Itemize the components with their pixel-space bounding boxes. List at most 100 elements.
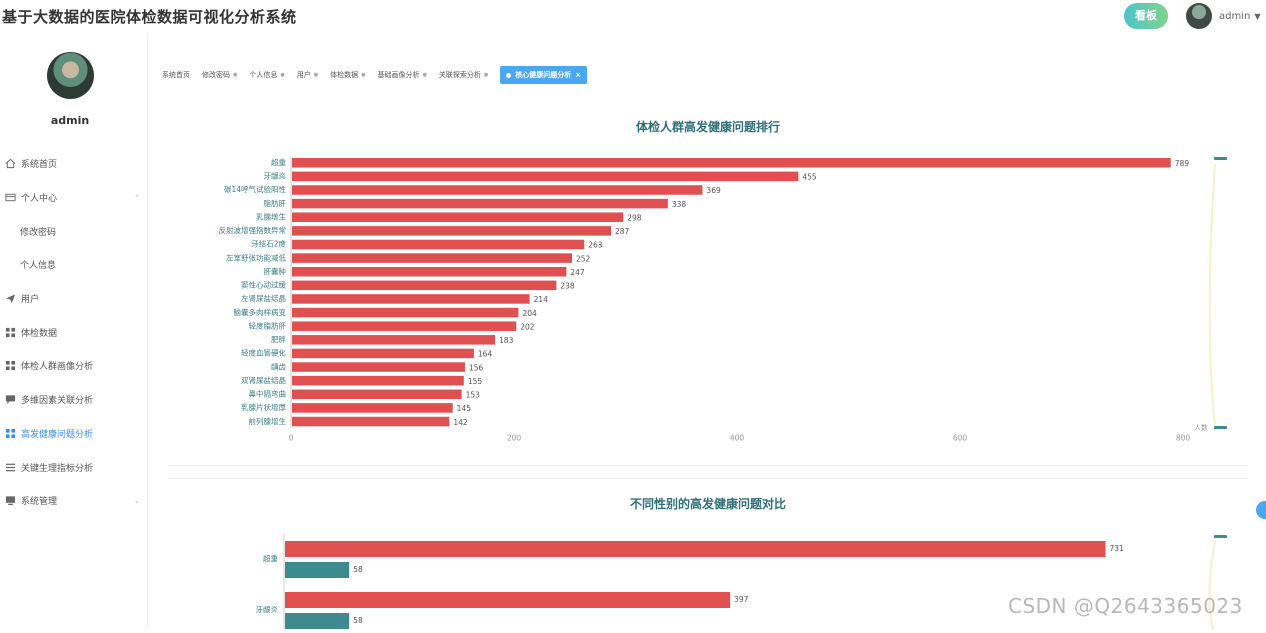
tick-label: 脑囊多肉样病变 <box>234 307 287 317</box>
bar <box>292 185 703 195</box>
sidebar-item-label: 系统首页 <box>21 160 58 171</box>
tab-association[interactable]: 关联探索分析 ● <box>439 70 488 80</box>
tab-home[interactable]: 系统首页 <box>162 70 190 80</box>
bar <box>285 541 1106 557</box>
top-header: 基于大数据的医院体检数据可视化分析系统 看板 admin ▼ <box>0 0 1266 34</box>
slider-track <box>1208 540 1216 630</box>
bar <box>292 171 799 182</box>
chart-title: 体检人群高发健康问题排行 <box>635 120 780 134</box>
tick-label: 超重 <box>271 158 286 167</box>
data-label: 287 <box>615 227 630 236</box>
tab-exam-data[interactable]: 体检数据 ● <box>330 70 365 80</box>
grid-icon <box>4 427 16 439</box>
list-icon <box>4 461 16 473</box>
tick-label: 轻度血管硬化 <box>241 348 286 358</box>
bar <box>292 294 530 304</box>
tick-label: 肥胖 <box>271 334 286 344</box>
side-drawer-handle[interactable] <box>1256 501 1266 519</box>
tick-label: 前列腺增生 <box>249 416 287 426</box>
bar <box>292 416 450 427</box>
data-label: 338 <box>672 200 687 209</box>
bar <box>285 613 350 629</box>
x-tick-label: 0 <box>289 433 294 442</box>
header-username[interactable]: admin <box>1219 10 1251 22</box>
data-label: 155 <box>468 377 483 386</box>
bar <box>292 266 567 277</box>
tab-close-icon[interactable]: ● <box>422 72 427 78</box>
tick-label: 牙龈炎 <box>264 171 287 181</box>
sidebar-item-factor-analysis[interactable]: 多维因素关联分析 <box>0 383 148 417</box>
tick-label: 左室舒张功能减低 <box>226 252 286 262</box>
tab-close-icon[interactable]: ● <box>483 72 489 78</box>
send-icon <box>4 293 16 305</box>
chevron-up-icon: ⌃ <box>134 193 140 202</box>
tab-health-issues[interactable]: 核心健康问题分析 × <box>500 66 588 84</box>
avatar[interactable] <box>1186 3 1212 29</box>
data-label: 252 <box>576 254 591 263</box>
tick-label: 乳腺片状增厚 <box>241 402 286 412</box>
tick-label: 牙龈炎 <box>256 604 279 614</box>
close-icon[interactable]: × <box>575 71 582 79</box>
sidebar-item-label: 系统管理 <box>21 497 58 508</box>
data-label: 58 <box>353 565 363 574</box>
tab-close-icon[interactable]: ● <box>280 72 285 78</box>
data-label: 156 <box>469 363 484 372</box>
data-label: 202 <box>520 322 535 331</box>
bar <box>292 321 517 331</box>
sidebar-item-personal-info[interactable]: 个人信息 <box>0 248 148 282</box>
tab-change-password[interactable]: 修改密码 ● <box>202 70 237 80</box>
tab-users[interactable]: 用户 ● <box>297 70 318 80</box>
chart-panel-ranking: 体检人群高发健康问题排行 超重 789 牙龈炎 455 碳14呼气试验阳性 369 脂肪肝 3… <box>168 104 1248 466</box>
sidebar-item-system-admin[interactable]: 系统管理 ⌄ <box>0 484 148 518</box>
bar <box>285 592 731 608</box>
data-label: 397 <box>734 595 749 604</box>
tab-label: 体检数据 <box>330 71 359 79</box>
tab-personal-info[interactable]: 个人信息 ● <box>249 70 284 80</box>
app-title: 基于大数据的医院体检数据可视化分析系统 <box>2 8 297 26</box>
tab-label: 用户 <box>296 71 311 79</box>
user-menu[interactable]: admin ▼ <box>1186 3 1261 29</box>
tick-label: 脂肪肝 <box>264 198 287 208</box>
tab-close-icon[interactable]: ● <box>233 72 238 78</box>
dashboard-button[interactable]: 看板 <box>1124 3 1168 29</box>
bar <box>292 375 464 386</box>
bar <box>292 335 496 345</box>
data-label: 731 <box>1109 544 1124 553</box>
tab-basic-profile[interactable]: 基础画像分析 ● <box>378 70 427 80</box>
sidebar-item-vital-indicators[interactable]: 关键生理指标分析 <box>0 450 148 484</box>
sidebar-item-population-profile[interactable]: 体检人群画像分析 <box>0 349 148 383</box>
x-tick-label: 400 <box>730 433 745 442</box>
sidebar-menu: 系统首页 个人中心 ⌃ 修改密码 个人信息 用户 体检数据 体检人群画像分析 多… <box>0 147 148 518</box>
sidebar-item-users[interactable]: 用户 <box>0 282 148 316</box>
sidebar-item-label: 个人信息 <box>20 261 57 272</box>
tab-close-icon[interactable]: ● <box>361 72 366 78</box>
data-label: 153 <box>466 391 481 400</box>
sidebar-item-exam-data[interactable]: 体检数据 <box>0 315 148 349</box>
tick-label: 双肾尿盐结晶 <box>241 375 286 385</box>
monitor-icon <box>4 495 16 507</box>
sidebar-item-home[interactable]: 系统首页 <box>0 147 148 181</box>
slider-bottom-handle <box>1214 426 1227 429</box>
tab-close-icon[interactable]: ● <box>313 72 319 78</box>
sidebar-item-label: 修改密码 <box>20 227 57 238</box>
sidebar: admin 系统首页 个人中心 ⌃ 修改密码 个人信息 用户 体检数据 体检人群… <box>0 34 148 628</box>
data-label: 58 <box>353 616 363 625</box>
x-tick-label: 800 <box>1176 433 1191 442</box>
bar <box>292 226 612 236</box>
tick-label: 牙结石2度 <box>251 239 286 249</box>
data-label: 455 <box>802 173 817 182</box>
tab-label: 关联探索分析 <box>438 71 481 79</box>
slider-top-handle <box>1214 535 1227 538</box>
data-label: 164 <box>478 350 493 359</box>
sidebar-item-label: 体检数据 <box>21 328 58 339</box>
watermark: CSDN @Q2643365023 <box>1008 594 1243 618</box>
sidebar-avatar <box>47 52 94 99</box>
chevron-down-icon[interactable]: ▼ <box>1254 11 1261 21</box>
sidebar-item-personal-center[interactable]: 个人中心 ⌃ <box>0 181 148 215</box>
bar <box>292 280 557 291</box>
sidebar-item-change-password[interactable]: 修改密码 <box>0 214 148 248</box>
bar <box>285 562 350 578</box>
sidebar-item-health-issues[interactable]: 高发健康问题分析 <box>0 417 148 451</box>
data-label: 369 <box>706 186 721 195</box>
tick-label: 左肾尿盐结晶 <box>241 293 286 303</box>
